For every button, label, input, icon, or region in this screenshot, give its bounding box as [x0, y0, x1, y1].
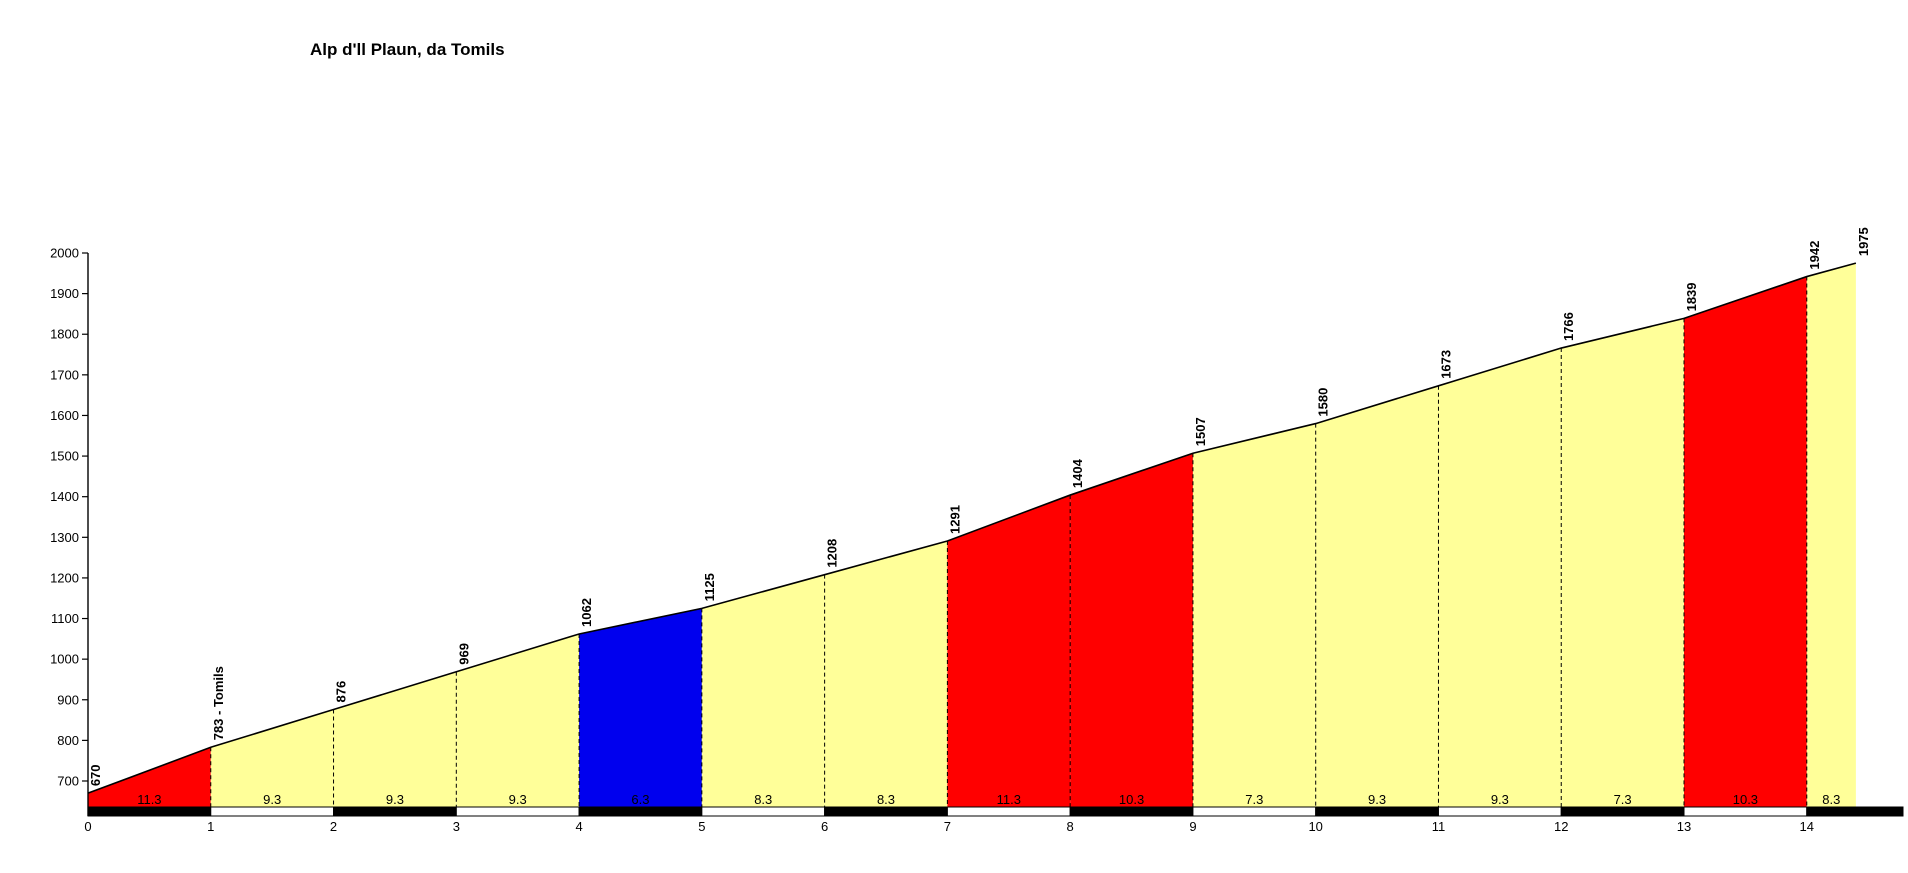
- x-tick-label: 7: [944, 819, 951, 834]
- y-tick-label: 1000: [50, 652, 79, 667]
- gradient-label: 7.3: [1614, 792, 1632, 807]
- chart-title: Alp d'll Plaun, da Tomils: [310, 40, 505, 59]
- y-tick-label: 2000: [50, 246, 79, 261]
- elevation-label: 1975: [1856, 227, 1871, 256]
- elevation-label: 670: [88, 764, 103, 786]
- km-ruler-block-8: [1069, 806, 1194, 817]
- km-ruler-block-6: [824, 806, 948, 817]
- y-tick-label: 1600: [50, 408, 79, 423]
- profile-segment-11-12: [1438, 348, 1562, 807]
- profile-segment-7-8: [947, 495, 1071, 807]
- gradient-label: 11.3: [997, 792, 1021, 807]
- gradient-label: 8.3: [754, 792, 772, 807]
- y-tick-label: 1100: [51, 611, 79, 626]
- profile-segment-12-13: [1561, 318, 1685, 807]
- gradient-label: 11.3: [137, 792, 161, 807]
- y-tick-label: 1200: [50, 570, 79, 585]
- x-tick-label: 6: [821, 819, 828, 834]
- gradient-label: 9.3: [263, 792, 281, 807]
- x-tick-label: 8: [1067, 819, 1074, 834]
- y-tick-label: 1400: [50, 489, 79, 504]
- elevation-label: 1580: [1316, 388, 1331, 417]
- profile-segment-10-11: [1315, 385, 1439, 807]
- profile-segment-0-1: [88, 747, 211, 807]
- gradient-label: 9.3: [1491, 792, 1509, 807]
- x-tick-label: 2: [330, 819, 337, 834]
- x-tick-label: 9: [1189, 819, 1196, 834]
- profile-segment-14-14.4: [1806, 263, 1856, 807]
- elevation-label: 1291: [947, 505, 962, 534]
- profile-segment-9-10: [1192, 423, 1316, 807]
- km-ruler-block-10: [1315, 806, 1439, 817]
- km-ruler-block-2: [333, 806, 457, 817]
- x-tick-label: 4: [575, 819, 582, 834]
- y-tick-label: 1300: [50, 530, 79, 545]
- gradient-label: 10.3: [1119, 792, 1144, 807]
- elevation-label: 1839: [1684, 282, 1699, 311]
- x-tick-label: 10: [1308, 819, 1322, 834]
- km-ruler-block-9: [1192, 806, 1317, 817]
- profile-segment-2-3: [333, 671, 457, 807]
- km-ruler-block-12: [1560, 806, 1685, 817]
- y-tick-label: 900: [57, 692, 79, 707]
- elevation-label: 969: [456, 643, 471, 665]
- y-tick-label: 1900: [50, 286, 79, 301]
- km-ruler-block-5: [701, 806, 826, 817]
- km-ruler-block-4: [578, 806, 703, 817]
- gradient-label: 7.3: [1245, 792, 1263, 807]
- km-ruler-block-3: [455, 806, 580, 817]
- x-tick-label: 14: [1800, 819, 1814, 834]
- elevation-label: 1062: [579, 598, 594, 627]
- x-tick-label: 1: [207, 819, 214, 834]
- y-tick-label: 800: [57, 733, 79, 748]
- elevation-label: 1507: [1193, 417, 1208, 446]
- profile-segment-5-6: [701, 574, 825, 807]
- km-ruler-block-1: [210, 806, 335, 817]
- profile-segment-13-14: [1684, 276, 1807, 807]
- km-ruler-block-7: [946, 806, 1071, 817]
- elevation-label: 1766: [1561, 312, 1576, 341]
- y-tick-label: 1800: [50, 327, 79, 342]
- elevation-label: 1125: [702, 573, 717, 601]
- km-ruler-block-13: [1683, 806, 1808, 817]
- y-tick-label: 700: [57, 773, 79, 788]
- gradient-label: 10.3: [1733, 792, 1758, 807]
- profile-line: [87, 262, 1857, 794]
- gradient-label: 9.3: [386, 792, 404, 807]
- x-tick-label: 5: [698, 819, 705, 834]
- gradient-label: 6.3: [631, 792, 649, 807]
- gradient-label: 9.3: [509, 792, 527, 807]
- x-tick-label: 11: [1432, 819, 1446, 834]
- gradient-label: 8.3: [1822, 792, 1840, 807]
- x-tick-label: 13: [1677, 819, 1691, 834]
- elevation-label: 876: [334, 681, 349, 703]
- km-ruler-block-14: [1806, 806, 1904, 817]
- x-tick-label: 3: [453, 819, 460, 834]
- x-tick-label: 0: [84, 819, 91, 834]
- x-tick-label: 12: [1554, 819, 1568, 834]
- profile-segment-4-5: [579, 608, 702, 807]
- km-ruler-block-11: [1437, 806, 1562, 817]
- gradient-label: 9.3: [1368, 792, 1386, 807]
- profile-segment-1-2: [210, 709, 334, 807]
- gradient-label: 8.3: [877, 792, 895, 807]
- elevation-label: 1404: [1070, 458, 1085, 488]
- profile-segment-3-4: [456, 633, 580, 807]
- km-ruler-block-0: [87, 806, 212, 817]
- y-tick-label: 1500: [50, 449, 79, 464]
- profile-segment-6-7: [824, 540, 948, 807]
- elevation-label: 1673: [1438, 350, 1453, 379]
- elevation-label: 1942: [1807, 241, 1822, 270]
- y-tick-label: 1700: [50, 367, 79, 382]
- profile-segment-8-9: [1070, 453, 1193, 807]
- elevation-label: 1208: [825, 539, 840, 568]
- elevation-label: 783 - Tomils: [211, 666, 226, 740]
